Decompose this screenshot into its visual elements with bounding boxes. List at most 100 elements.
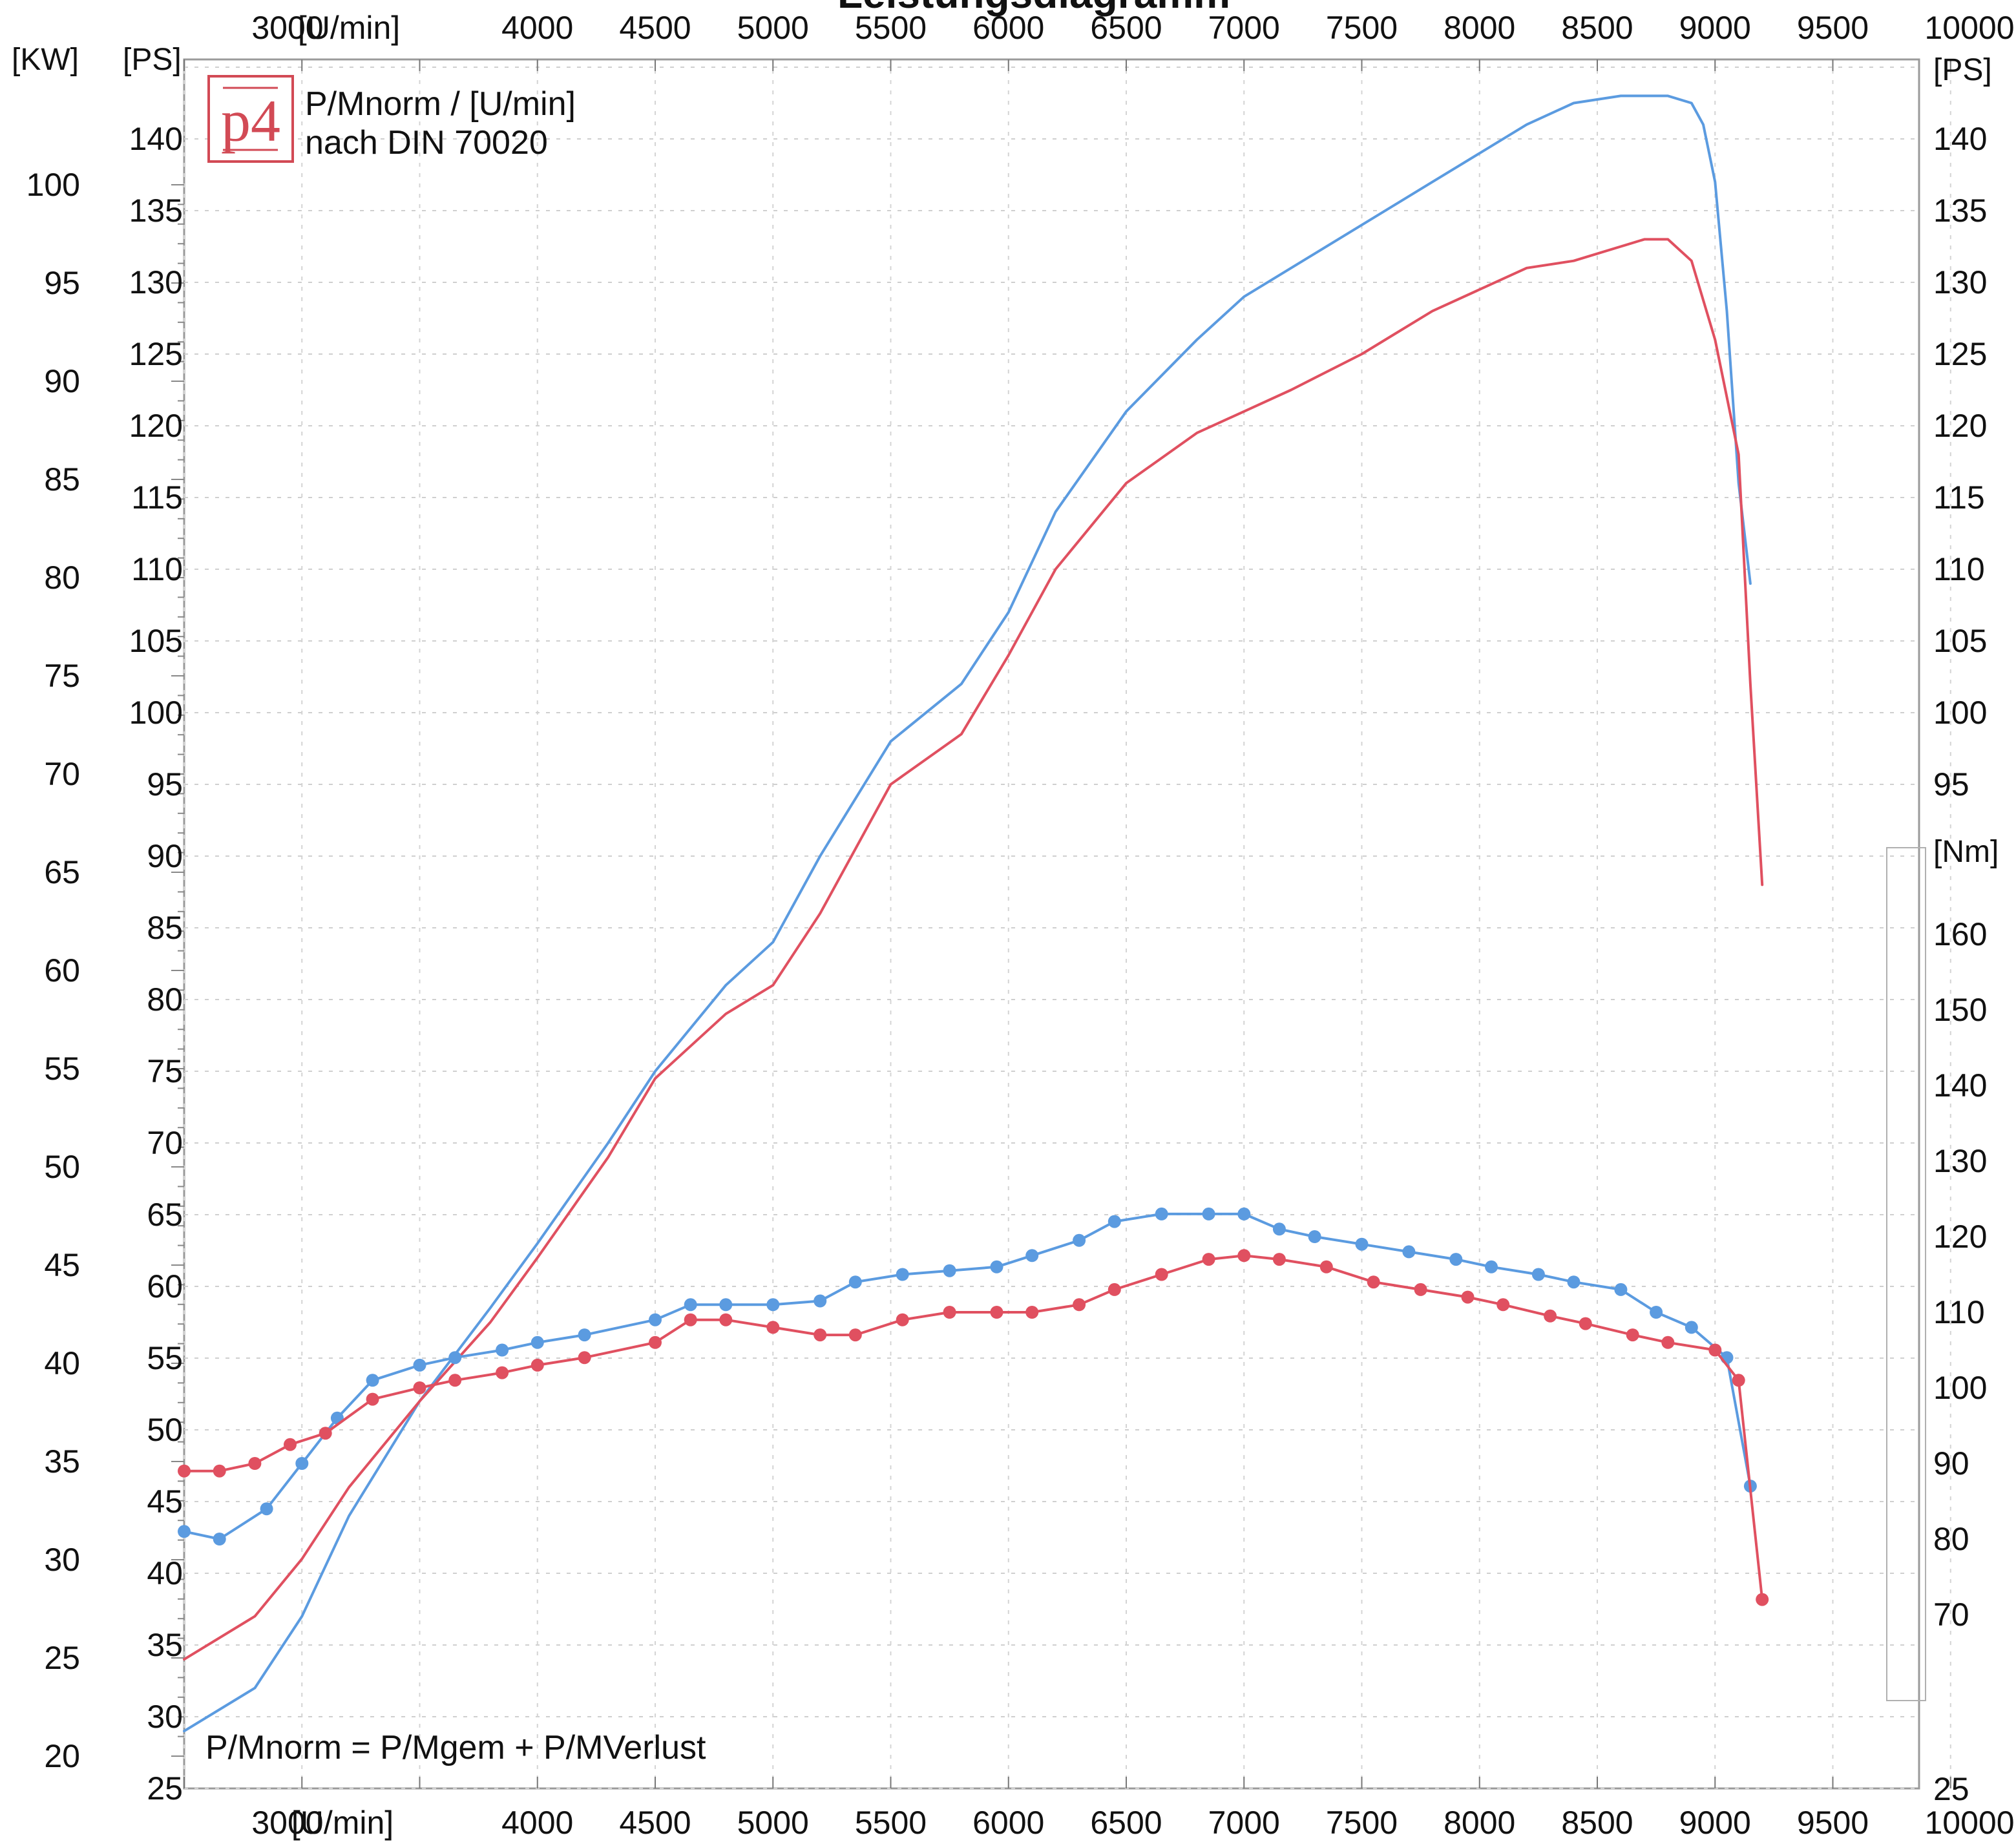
data-point-torque_nm-red — [943, 1306, 956, 1319]
data-point-torque_nm-blue — [496, 1343, 509, 1357]
data-point-torque_nm-red — [530, 1358, 544, 1372]
legend-line-2: nach DIN 70020 — [305, 124, 548, 162]
x-tick-label-top: 7000 — [1208, 10, 1280, 46]
nm-tick-label: 160 — [1933, 916, 1987, 952]
data-point-torque_nm-red — [178, 1464, 191, 1478]
grid — [171, 58, 1951, 1790]
data-point-torque_nm-red — [319, 1427, 332, 1440]
ps-left-tick-label: 65 — [147, 1197, 183, 1233]
x-tick-label-bottom: 7000 — [1208, 1805, 1280, 1841]
plot-frame — [183, 58, 1920, 1790]
x-tick-label-top: 4500 — [619, 10, 691, 46]
x-tick-label-bottom: 8000 — [1444, 1805, 1515, 1841]
data-point-torque_nm-blue — [1237, 1207, 1251, 1221]
data-point-torque_nm-red — [578, 1351, 591, 1365]
x-tick-label-bottom: 4500 — [619, 1805, 691, 1841]
data-point-torque_nm-red — [448, 1374, 462, 1387]
x-tick-label-bottom: 9500 — [1797, 1805, 1869, 1841]
x-axis-label-bottom: [U/min] — [291, 1805, 394, 1841]
data-point-torque_nm-red — [1272, 1253, 1286, 1266]
data-point-torque_nm-blue — [178, 1525, 191, 1538]
kw-tick-label: 65 — [44, 854, 80, 890]
data-point-torque_nm-red — [649, 1336, 662, 1349]
ps-left-tick-label: 35 — [147, 1627, 183, 1663]
kw-tick-label: 30 — [44, 1542, 80, 1578]
x-tick-label-top: 6000 — [972, 10, 1044, 46]
ps-right-axis-label: [PS] — [1933, 53, 1992, 87]
nm-tick-label: 70 — [1933, 1597, 1969, 1633]
ps-right-tick-label: 100 — [1933, 695, 1987, 731]
kw-tick-label: 35 — [44, 1443, 80, 1480]
data-point-torque_nm-red — [213, 1464, 226, 1478]
x-tick-label-bottom: 9000 — [1679, 1805, 1751, 1841]
kw-axis-label: [KW] — [12, 43, 79, 77]
data-point-torque_nm-red — [496, 1366, 509, 1379]
data-point-torque_nm-red — [1756, 1593, 1769, 1606]
kw-tick-label: 50 — [44, 1149, 80, 1185]
data-point-torque_nm-blue — [1073, 1233, 1086, 1247]
nm-axis-label: [Nm] — [1933, 835, 1999, 869]
nm-tick-label: 150 — [1933, 992, 1987, 1028]
data-point-torque_nm-red — [248, 1457, 262, 1470]
x-tick-label-top: 3000 — [251, 10, 323, 46]
kw-tick-label: 75 — [44, 658, 80, 694]
data-point-torque_nm-red — [719, 1313, 733, 1326]
ps-right-tick-label: 135 — [1933, 193, 1987, 229]
data-point-torque_nm-red — [1661, 1336, 1675, 1349]
ps-left-tick-label: 95 — [147, 766, 183, 802]
kw-tick-label: 45 — [44, 1247, 80, 1283]
x-tick-label-bottom: 8500 — [1561, 1805, 1633, 1841]
data-point-torque_nm-blue — [649, 1313, 662, 1326]
ps-left-tick-label: 25 — [147, 1770, 183, 1807]
data-point-torque_nm-red — [1155, 1268, 1168, 1281]
data-point-torque_nm-blue — [1355, 1237, 1369, 1251]
p4-logo: p4 — [207, 75, 294, 163]
ps-left-tick-label: 125 — [129, 336, 183, 372]
data-point-torque_nm-red — [814, 1328, 827, 1342]
nm-tick-label: 100 — [1933, 1370, 1987, 1406]
data-point-torque_nm-blue — [1272, 1222, 1286, 1236]
data-point-torque_nm-blue — [814, 1294, 827, 1308]
ps-left-tick-label: 45 — [147, 1483, 183, 1520]
nm-tick-label: 140 — [1933, 1067, 1987, 1104]
data-point-torque_nm-red — [1461, 1290, 1475, 1304]
nm-axis-panel — [1886, 847, 1926, 1701]
data-point-torque_nm-blue — [213, 1533, 226, 1545]
data-point-torque_nm-blue — [260, 1502, 273, 1516]
formula-annotation: P/Mnorm = P/Mgem + P/MVerlust — [205, 1729, 706, 1766]
ps-left-tick-label: 30 — [147, 1699, 183, 1735]
data-point-torque_nm-red — [1708, 1343, 1722, 1357]
data-point-torque_nm-red — [1367, 1275, 1380, 1289]
ps-left-tick-label: 55 — [147, 1340, 183, 1376]
x-tick-label-bottom: 5000 — [737, 1805, 809, 1841]
nm-tick-label: 110 — [1933, 1294, 1985, 1330]
x-tick-label-bottom: 10000 — [1924, 1805, 2014, 1841]
kw-tick-label: 20 — [44, 1738, 80, 1774]
kw-tick-label: 95 — [44, 265, 80, 301]
ps-left-tick-label: 130 — [129, 264, 183, 300]
ps-left-tick-label: 100 — [129, 695, 183, 731]
nm-tick-label: 90 — [1933, 1445, 1969, 1482]
data-point-torque_nm-blue — [578, 1328, 591, 1342]
data-point-torque_nm-red — [1544, 1309, 1557, 1323]
ps-right-tick-label: 25 — [1933, 1771, 1969, 1807]
ps-left-tick-label: 110 — [131, 551, 183, 587]
data-point-torque_nm-blue — [1155, 1207, 1168, 1221]
data-point-torque_nm-red — [766, 1321, 780, 1334]
data-point-torque_nm-blue — [1449, 1253, 1463, 1266]
data-point-torque_nm-red — [1414, 1283, 1427, 1296]
legend-line-1: P/Mnorm / [U/min] — [305, 85, 576, 123]
data-point-torque_nm-blue — [1025, 1249, 1039, 1263]
data-point-torque_nm-blue — [766, 1298, 780, 1312]
data-point-torque_nm-blue — [684, 1298, 697, 1312]
ps-left-tick-label: 50 — [147, 1412, 183, 1448]
kw-tick-label: 25 — [44, 1640, 80, 1676]
ps-left-tick-label: 140 — [129, 121, 183, 157]
kw-tick-label: 80 — [44, 560, 80, 596]
x-tick-label-top: 4000 — [501, 10, 573, 46]
series-line-power_ps-blue — [183, 94, 1752, 1733]
data-point-torque_nm-blue — [719, 1298, 733, 1312]
ps-left-axis-label: [PS] — [123, 43, 182, 77]
